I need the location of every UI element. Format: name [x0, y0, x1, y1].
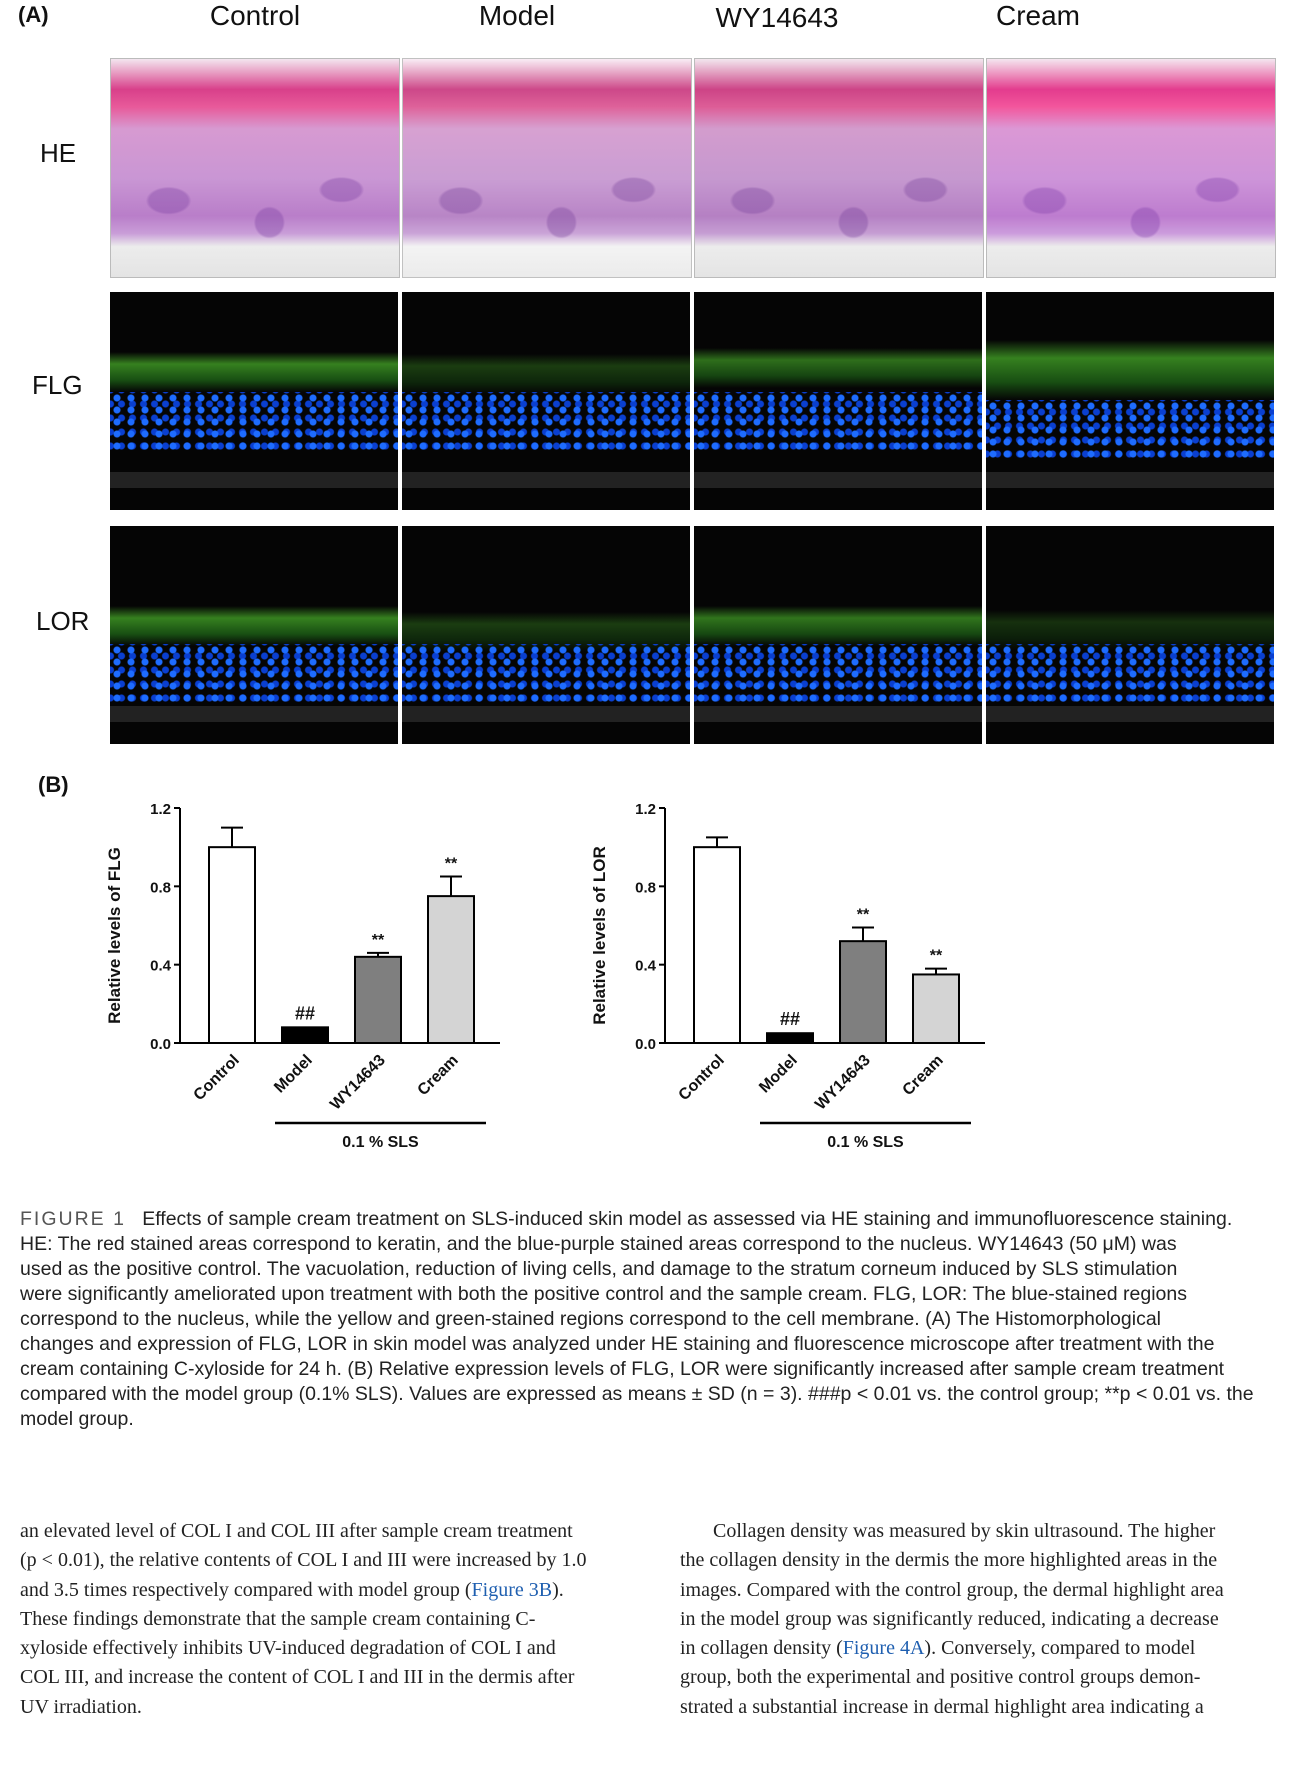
flg-y-tick-label: 0.8: [150, 879, 171, 896]
lor-bar: [766, 1032, 814, 1044]
body-right-line: in collagen density (Figure 4A). Convers…: [680, 1637, 1196, 1660]
lor-y-tick-label: 1.2: [635, 801, 656, 818]
flg-bar: [427, 895, 475, 1044]
flg-y-axis-label: Relative levels of FLG: [105, 847, 124, 1024]
caption-line-5: changes and expression of FLG, LOR in sk…: [20, 1333, 1215, 1355]
body-right-line: in the model group was significantly red…: [680, 1607, 1219, 1630]
lor-image-model: [402, 526, 690, 744]
chart-flg: 0.0 0.4 0.8 1.2 Relative levels of FLG Contro…: [105, 801, 500, 1151]
flg-x-tick-label: Cream: [415, 1052, 462, 1099]
body-right-line: the collagen density in the dermis the m…: [680, 1549, 1218, 1572]
flg-significance-mark: **: [372, 932, 385, 949]
body-right-line: group, both the experimental and positiv…: [680, 1666, 1201, 1689]
caption-line-1: HE: The red stained areas correspond to …: [20, 1233, 1177, 1255]
caption-line-0: FIGURE 1 Effects of sample cream treatme…: [20, 1208, 1233, 1230]
caption-line-3: were significantly ameliorated upon trea…: [20, 1283, 1188, 1305]
lor-y-tick-label: 0.4: [635, 958, 657, 975]
lor-image-wy14643: [694, 526, 982, 744]
body-right-line: images. Compared with the control group,…: [680, 1578, 1224, 1601]
lor-image-cream: [986, 526, 1274, 744]
he-image-wy14643: [694, 58, 984, 278]
body-left-line: (p < 0.01), the relative contents of COL…: [20, 1549, 587, 1572]
figure-4a-link[interactable]: Figure 4A: [842, 1637, 925, 1660]
body-left-line: xyloside effectively inhibits UV-induced…: [20, 1637, 556, 1660]
body-left-line: an elevated level of COL I and COL III a…: [20, 1520, 573, 1542]
flg-image-control: [110, 292, 398, 510]
flg-image-model: [402, 292, 690, 510]
he-image-cream: [986, 58, 1276, 278]
he-image-model: [402, 58, 692, 278]
lor-significance-mark: ##: [780, 1009, 800, 1029]
flg-bar: [281, 1026, 329, 1044]
caption-line-2: used as the positive control. The vacuol…: [20, 1258, 1178, 1280]
body-left-line: These findings demonstrate that the samp…: [20, 1607, 536, 1630]
lor-significance-mark: **: [857, 906, 870, 923]
body-left-line: and 3.5 times respectively compared with…: [20, 1578, 564, 1601]
column-header-control: Control: [209, 0, 301, 31]
flg-y-tick-label: 1.2: [150, 801, 171, 818]
lor-bar: [912, 973, 960, 1044]
flg-image-cream: [986, 292, 1274, 510]
flg-y-tick-label: 0.4: [150, 958, 172, 975]
body-left-line: COL III, and increase the content of COL…: [20, 1666, 575, 1689]
lor-y-tick-label: 0.0: [635, 1036, 656, 1053]
body-right-line: strated a substantial increase in dermal…: [680, 1695, 1204, 1718]
chart-lor: 0.0 0.4 0.8 1.2 Relative levels of LOR Contro…: [590, 801, 985, 1151]
figure-label: FIGURE 1: [20, 1208, 126, 1230]
column-header-cream: Cream: [995, 0, 1080, 31]
panel-b-label: (B): [38, 772, 69, 797]
flg-significance-mark: ##: [295, 1003, 315, 1023]
flg-x-tick-label: WY14643: [327, 1052, 389, 1114]
lor-image-control: [110, 526, 398, 744]
column-header-model: Model: [478, 0, 556, 31]
flg-bar: [354, 955, 402, 1044]
flg-bar: [208, 846, 256, 1044]
figure-caption: FIGURE 1 Effects of sample cream treatme…: [20, 1207, 1295, 1432]
caption-line-4: correspond to the nucleus, while the yel…: [20, 1308, 1162, 1330]
column-header-wy14643: WY14643: [715, 2, 839, 33]
flg-x-tick-label: Model: [271, 1052, 316, 1097]
flg-y-tick-label: 0.0: [150, 1036, 171, 1053]
lor-bar: [839, 940, 887, 1045]
caption-line-7: compared with the model group (0.1% SLS)…: [20, 1383, 1254, 1405]
caption-line-6: cream containing C-xyloside for 24 h. (B…: [20, 1358, 1225, 1380]
flg-x-tick-label: Control: [191, 1052, 243, 1104]
lor-group-bracket-label: 0.1 % SLS: [827, 1134, 904, 1151]
caption-line-8: model group.: [20, 1408, 134, 1430]
lor-x-tick-label: Control: [676, 1052, 728, 1104]
body-column-left: an elevated level of COL I and COL III a…: [20, 1517, 632, 1722]
panel-a-label: (A): [18, 2, 49, 27]
row-header-lor: LOR: [36, 606, 90, 636]
lor-y-tick-label: 0.8: [635, 879, 656, 896]
lor-x-tick-label: WY14643: [812, 1052, 874, 1114]
lor-y-axis-label: Relative levels of LOR: [590, 846, 609, 1025]
figure-3b-link[interactable]: Figure 3B: [471, 1578, 553, 1601]
row-header-he: HE: [40, 138, 77, 168]
lor-significance-mark: **: [930, 948, 943, 965]
body-left-line: UV irradiation.: [20, 1695, 142, 1718]
flg-group-bracket-label: 0.1 % SLS: [342, 1134, 419, 1151]
lor-bar: [693, 846, 741, 1044]
row-header-flg: FLG: [32, 370, 83, 400]
flg-significance-mark: **: [445, 856, 458, 873]
he-image-control: [110, 58, 400, 278]
lor-x-tick-label: Cream: [900, 1052, 947, 1099]
body-column-right: Collagen density was measured by skin ul…: [680, 1517, 1292, 1722]
flg-image-wy14643: [694, 292, 982, 510]
body-right-line: Collagen density was measured by skin ul…: [713, 1520, 1216, 1542]
lor-x-tick-label: Model: [756, 1052, 801, 1097]
